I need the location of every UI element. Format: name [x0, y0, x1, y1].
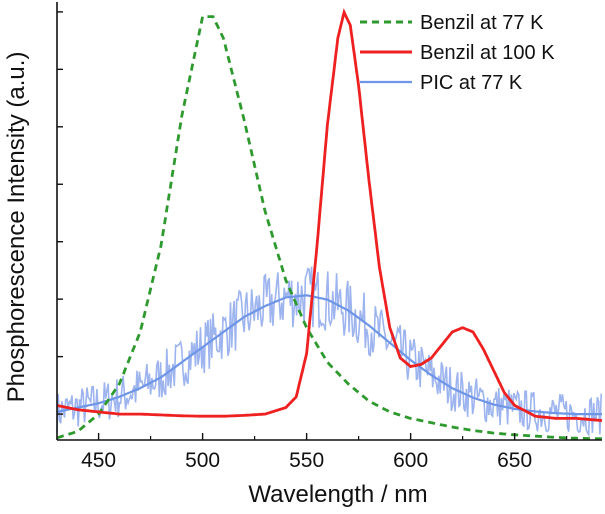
- series-line-benzil-at-77-k: [56, 15, 602, 441]
- y-axis-title: Phosphorescence Intensity (a.u.): [3, 52, 30, 403]
- series-pic-raw-line: [56, 266, 602, 438]
- legend-label: Benzil at 100 K: [420, 42, 555, 64]
- axes-frame: [56, 2, 602, 441]
- y-ticks: [57, 11, 63, 415]
- x-tick-label: 500: [185, 449, 220, 472]
- series-line-benzil-at-100-k: [56, 8, 603, 422]
- series-line-pic-at-77-k: [56, 294, 602, 416]
- x-tick-label: 550: [289, 449, 324, 472]
- x-tick-label: 450: [81, 449, 116, 472]
- x-tick-label: 650: [497, 449, 532, 472]
- legend-label: Benzil at 77 K: [420, 12, 544, 34]
- plot-area: [56, 8, 603, 441]
- x-tick-label: 600: [393, 449, 428, 472]
- legend-label: PIC at 77 K: [420, 72, 523, 94]
- legend: Benzil at 77 K Benzil at 100 K PIC at 77 K: [360, 12, 555, 94]
- x-axis-title: Wavelength / nm: [248, 481, 427, 508]
- x-ticks: 450 500 550 600 650: [81, 433, 568, 472]
